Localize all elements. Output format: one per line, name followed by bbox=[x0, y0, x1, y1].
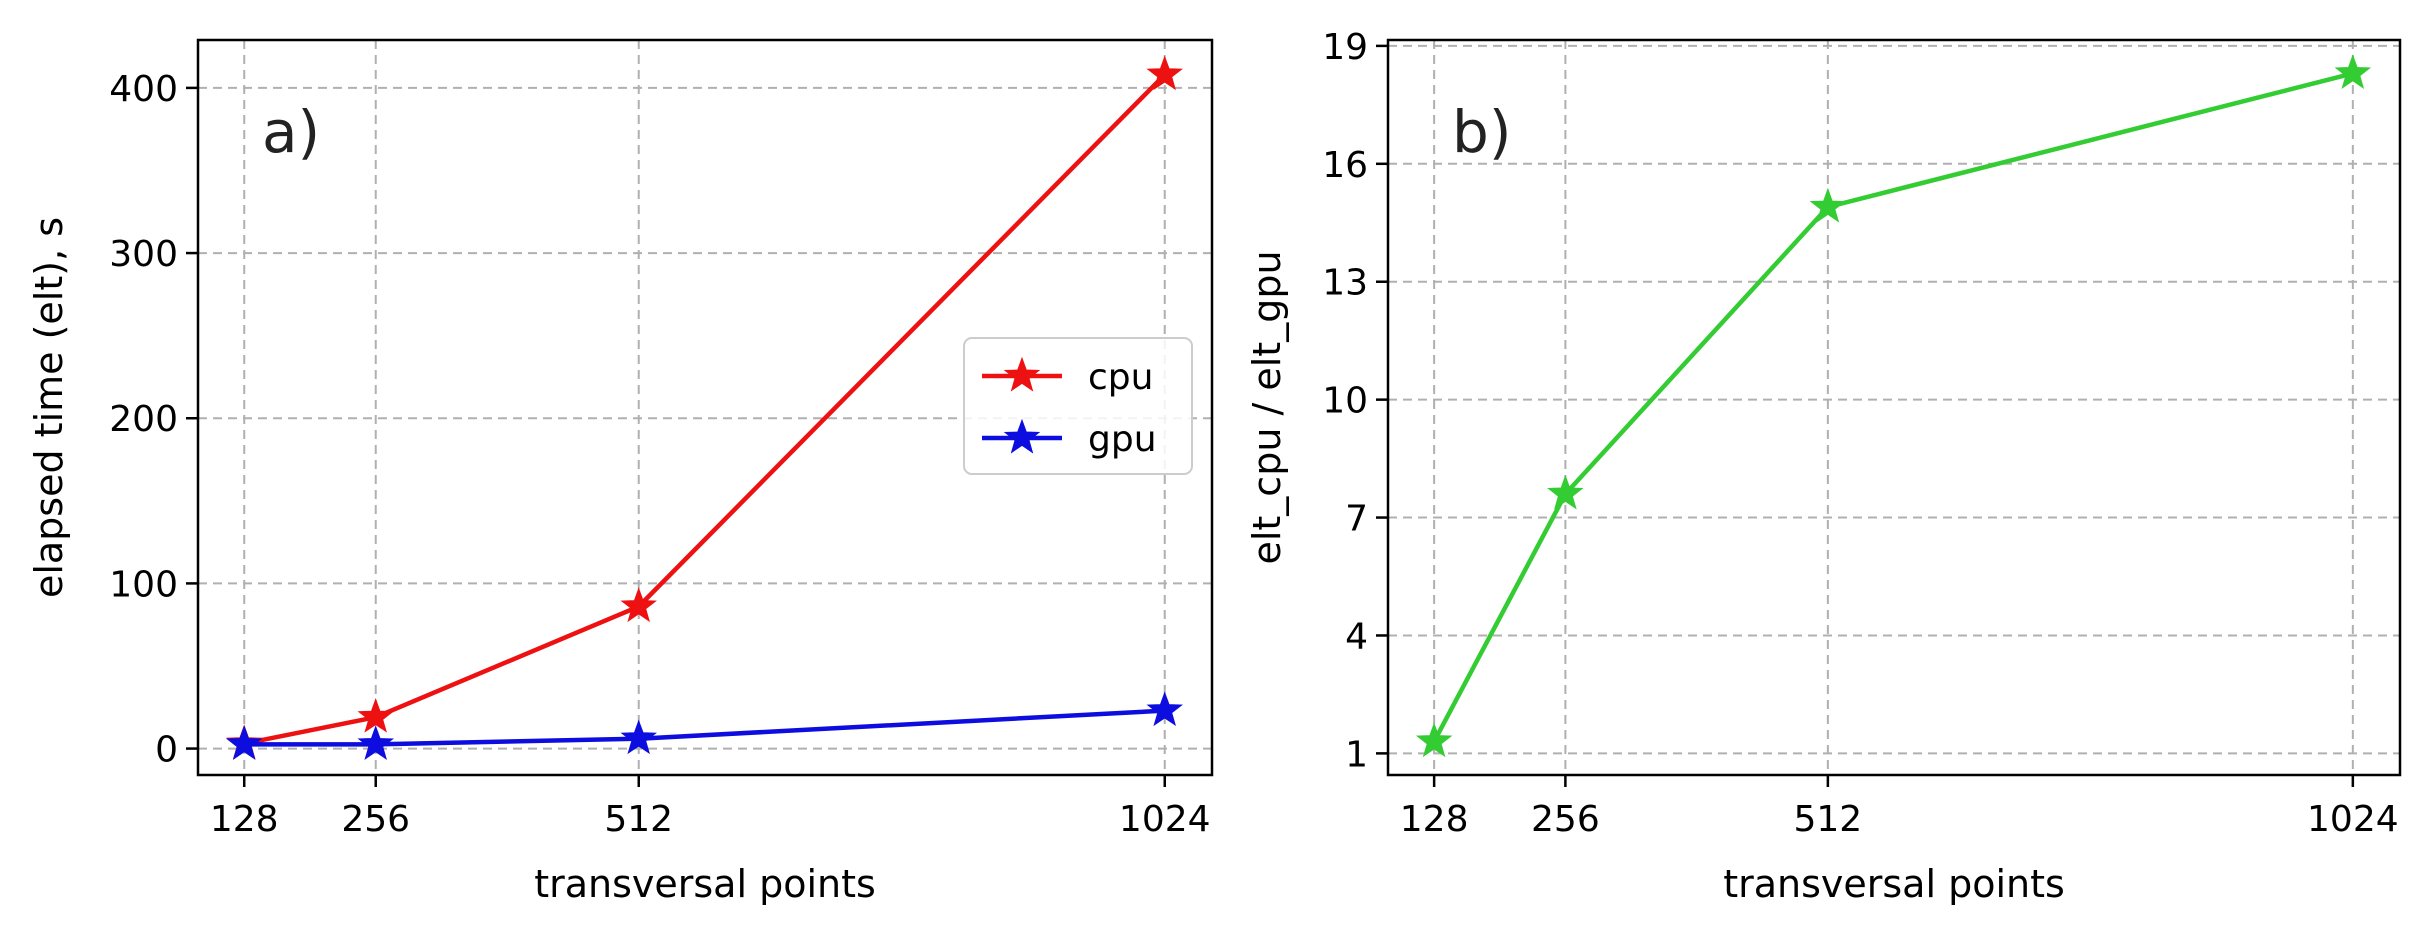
y-tick-label: 4 bbox=[1345, 616, 1368, 657]
legend-marker-cpu bbox=[1003, 356, 1041, 392]
grid-lines bbox=[1388, 40, 2400, 775]
axis-ticks: 128 256 512 1024 1 4 7 10 13 16 19 bbox=[1322, 27, 2398, 840]
legend-marker-gpu bbox=[1003, 418, 1041, 454]
x-tick-label: 1024 bbox=[2307, 799, 2399, 840]
series-line-ratio bbox=[1432, 71, 2354, 743]
x-axis-label: transversal points bbox=[534, 862, 876, 906]
axis-ticks: 128 256 512 1024 0 100 200 300 400 bbox=[109, 69, 1210, 840]
x-tick-label: 128 bbox=[1400, 799, 1469, 840]
legend-label-cpu: cpu bbox=[1088, 357, 1153, 398]
y-tick-label: 200 bbox=[109, 399, 178, 440]
y-tick-label: 0 bbox=[155, 730, 178, 771]
x-tick-label: 128 bbox=[210, 799, 279, 840]
panel-label: a) bbox=[262, 98, 320, 166]
y-axis-label: elt_cpu / elt_gpu bbox=[1245, 250, 1289, 564]
data-point-ratio bbox=[1809, 187, 1847, 223]
panel-label: b) bbox=[1452, 98, 1511, 166]
data-point-gpu bbox=[226, 725, 263, 760]
data-point-gpu bbox=[620, 719, 657, 755]
x-tick-label: 256 bbox=[1531, 799, 1600, 840]
y-tick-label: 1 bbox=[1345, 734, 1368, 775]
chart-panel-b: 128 256 512 1024 1 4 7 10 13 16 19 b) transversal … bbox=[1245, 27, 2402, 906]
series-line-gpu bbox=[244, 708, 1165, 747]
y-tick-label: 19 bbox=[1322, 27, 1368, 68]
data-point-cpu bbox=[620, 587, 657, 623]
data-point-gpu bbox=[357, 725, 394, 760]
y-tick-label: 300 bbox=[109, 234, 178, 275]
y-axis-label: elapsed time (elt), s bbox=[27, 217, 71, 598]
legend: cpu gpu bbox=[963, 337, 1193, 475]
y-tick-label: 7 bbox=[1345, 499, 1368, 540]
data-point-cpu bbox=[1146, 55, 1183, 91]
chart-panel-a: 128 256 512 1024 0 100 200 300 400 a) transversa… bbox=[27, 38, 1214, 906]
series-line-cpu bbox=[243, 73, 1167, 746]
data-point-cpu bbox=[357, 698, 394, 733]
data-point-gpu bbox=[1146, 691, 1183, 727]
data-point-ratio bbox=[2334, 54, 2372, 89]
legend-box bbox=[963, 337, 1193, 475]
y-tick-label: 13 bbox=[1322, 263, 1368, 304]
axes-frame bbox=[1386, 38, 2402, 777]
y-tick-label: 10 bbox=[1322, 381, 1368, 422]
y-tick-label: 16 bbox=[1322, 145, 1368, 186]
y-tick-label: 100 bbox=[109, 564, 178, 605]
axes-frame bbox=[196, 38, 1214, 777]
x-tick-label: 512 bbox=[1794, 799, 1863, 840]
data-point-ratio bbox=[1415, 722, 1453, 758]
x-tick-label: 1024 bbox=[1119, 799, 1211, 840]
x-axis-label: transversal points bbox=[1723, 862, 2065, 906]
x-tick-label: 256 bbox=[341, 799, 410, 840]
x-tick-label: 512 bbox=[604, 799, 673, 840]
data-point-ratio bbox=[1547, 474, 1584, 510]
series-lines bbox=[226, 55, 1183, 760]
y-tick-label: 400 bbox=[109, 69, 178, 110]
series-lines bbox=[1415, 54, 2372, 758]
legend-label-gpu: gpu bbox=[1088, 419, 1157, 460]
